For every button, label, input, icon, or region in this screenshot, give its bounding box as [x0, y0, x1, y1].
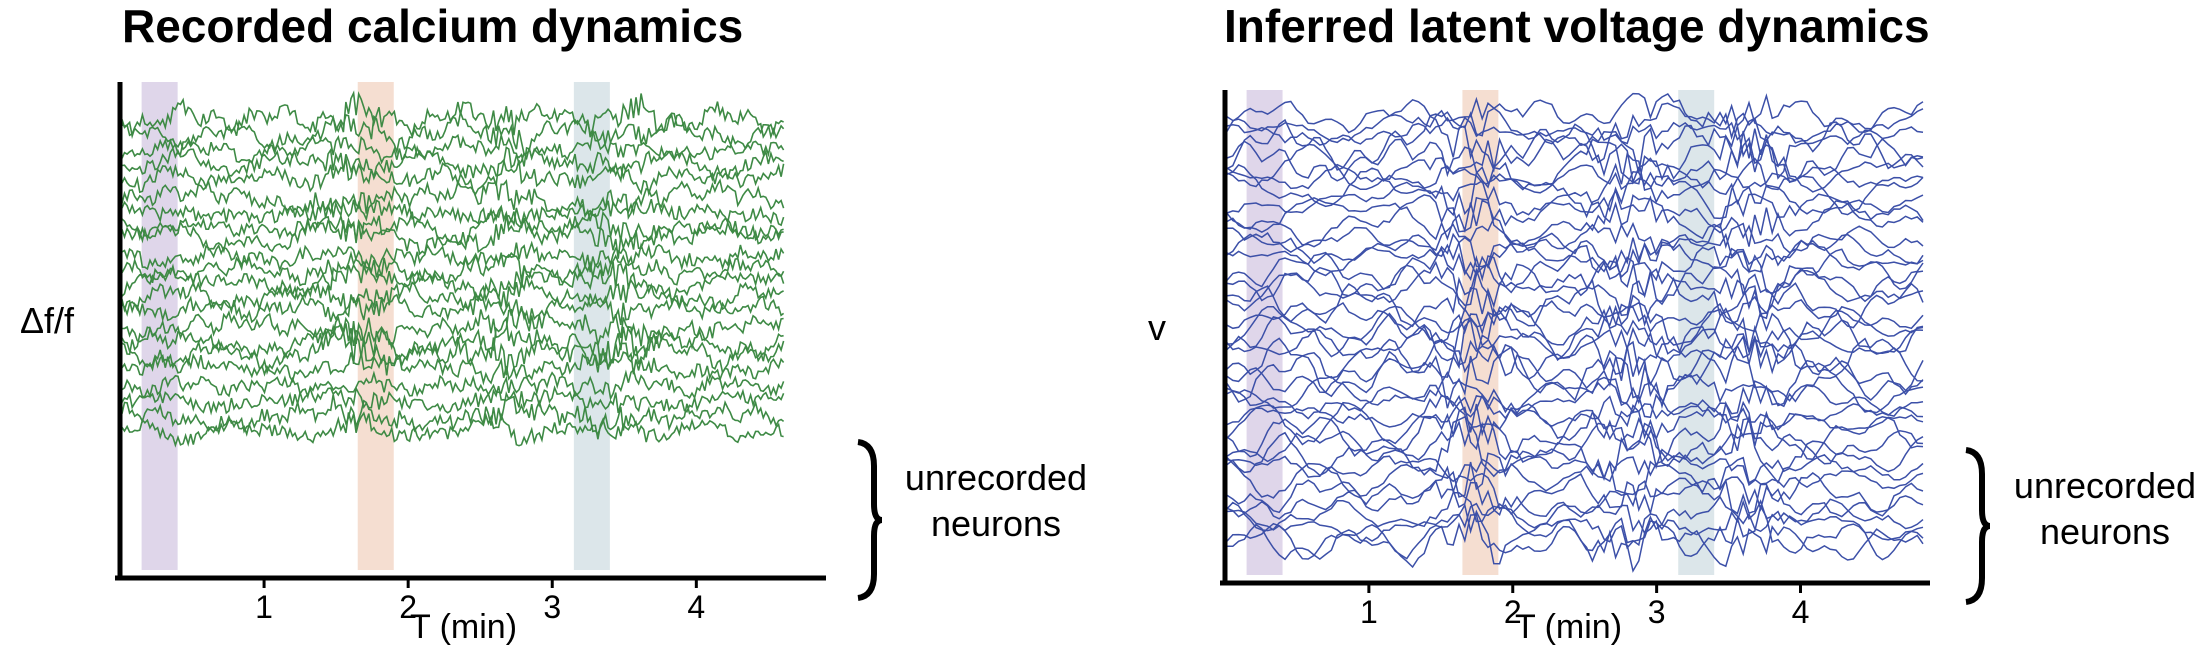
trace-line-39 — [1226, 503, 1924, 565]
trace-line-21 — [1226, 304, 1924, 362]
voltage-y-axis-label: v — [1148, 307, 1166, 348]
calcium-annotation-line-2: neurons — [931, 503, 1061, 544]
trace-line-6 — [1226, 128, 1924, 194]
voltage-annotation-line-1: unrecorded — [2014, 465, 2196, 506]
trace-line-30 — [1226, 400, 1924, 470]
trace-line-31 — [1226, 414, 1924, 465]
trace-line-35 — [1226, 465, 1924, 516]
trace-line-32 — [1226, 415, 1924, 484]
trace-line-11 — [1226, 188, 1924, 250]
calcium-panel: Recorded calcium dynamics 1 2 3 4 Δf/f T (m… — [20, 0, 1087, 646]
trace-line-29 — [1226, 394, 1924, 451]
voltage-panel-title: Inferred latent voltage dynamics — [1224, 0, 1930, 52]
x-tick-label-2: 2 — [1504, 594, 1522, 630]
trace-line-6 — [121, 178, 785, 222]
voltage-x-ticks: 1 2 3 4 — [1360, 583, 1809, 630]
trace-line-5 — [121, 158, 785, 197]
voltage-annotation-line-2: neurons — [2040, 511, 2170, 552]
trace-line-23 — [1226, 318, 1924, 385]
trace-line-13 — [1226, 232, 1924, 271]
trace-line-11 — [121, 246, 785, 287]
trace-line-19 — [1226, 295, 1924, 334]
trace-line-20 — [1226, 301, 1924, 346]
trace-line-17 — [1226, 260, 1924, 317]
x-tick-label-1: 1 — [1360, 594, 1378, 630]
x-tick-label-3: 3 — [543, 589, 561, 625]
x-tick-label-4: 4 — [687, 589, 705, 625]
trace-line-2 — [1226, 96, 1924, 144]
trace-line-14 — [121, 290, 785, 326]
trace-line-33 — [1226, 451, 1924, 487]
voltage-unrecorded-brace — [1965, 447, 1991, 605]
trace-line-8 — [121, 207, 784, 247]
x-tick-label-1: 1 — [255, 589, 273, 625]
highlight-window-3 — [573, 82, 610, 570]
trace-line-12 — [1226, 216, 1924, 257]
trace-line-4 — [121, 144, 784, 182]
x-tick-label-2: 2 — [399, 589, 417, 625]
trace-line-7 — [121, 198, 785, 228]
trace-line-20 — [121, 385, 785, 416]
trace-line-10 — [1226, 190, 1924, 241]
trace-line-9 — [121, 210, 784, 259]
trace-line-22 — [1226, 325, 1924, 366]
trace-line-16 — [1226, 254, 1924, 307]
trace-line-7 — [1226, 160, 1924, 191]
trace-line-15 — [1226, 232, 1924, 297]
calcium-x-axis-label: T (min) — [410, 608, 517, 646]
trace-line-28 — [1226, 395, 1924, 431]
trace-line-2 — [121, 109, 785, 156]
trace-line-19 — [121, 368, 785, 401]
trace-line-34 — [1226, 452, 1924, 499]
trace-line-10 — [121, 240, 785, 273]
voltage-traces — [1226, 92, 1924, 573]
calcium-y-axis-label: Δf/f — [20, 300, 75, 341]
trace-line-25 — [1226, 337, 1924, 409]
calcium-annotation-line-1: unrecorded — [905, 457, 1087, 498]
trace-line-18 — [1226, 267, 1924, 329]
trace-line-5 — [1226, 125, 1924, 189]
voltage-x-axis-label: T (min) — [1515, 608, 1622, 646]
trace-line-24 — [1226, 334, 1924, 399]
trace-line-1 — [1226, 92, 1924, 140]
calcium-unrecorded-brace — [857, 439, 883, 601]
trace-line-18 — [121, 351, 785, 386]
trace-line-36 — [1226, 476, 1924, 520]
calcium-x-ticks: 1 2 3 4 — [255, 578, 705, 625]
trace-line-9 — [1226, 177, 1924, 216]
x-tick-label-3: 3 — [1648, 594, 1666, 630]
trace-line-40 — [1226, 513, 1924, 573]
highlight-window-1 — [141, 82, 178, 570]
highlight-window-2 — [357, 82, 394, 570]
calcium-panel-title: Recorded calcium dynamics — [122, 0, 743, 52]
x-tick-label-4: 4 — [1792, 594, 1810, 630]
trace-line-15 — [122, 307, 784, 351]
trace-line-22 — [121, 411, 784, 448]
trace-line-17 — [121, 323, 784, 376]
trace-line-14 — [1226, 238, 1924, 279]
voltage-highlight-windows — [1246, 90, 1715, 575]
trace-line-16 — [121, 316, 785, 368]
calcium-traces — [121, 90, 785, 448]
